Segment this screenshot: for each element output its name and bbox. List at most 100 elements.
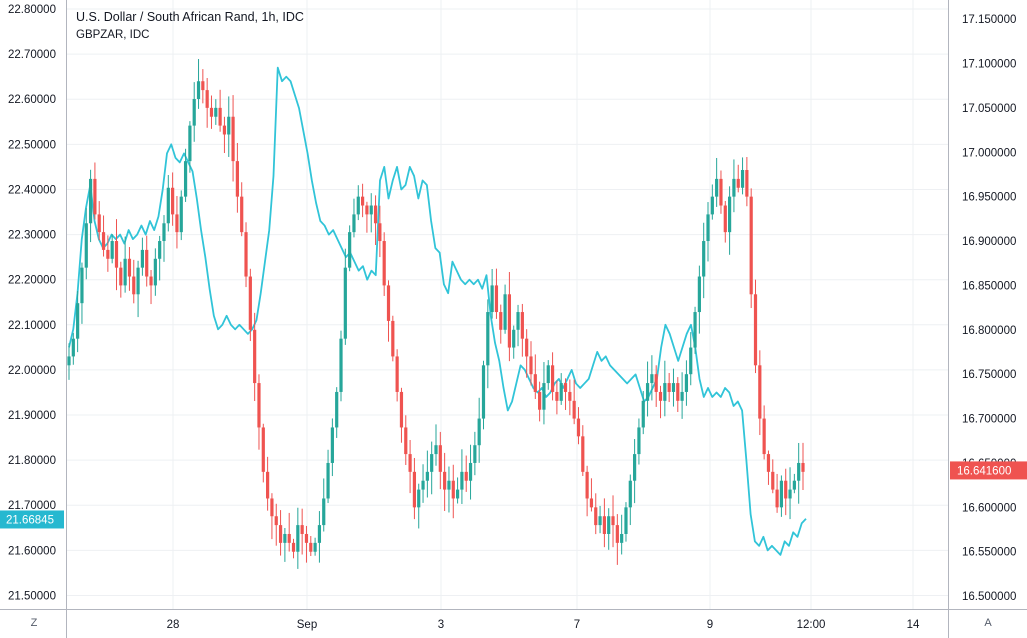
candle [425,450,429,498]
candle [455,477,460,504]
candle [93,162,97,220]
candle [736,164,740,193]
candle [460,449,464,504]
candle [244,222,248,288]
candle [201,69,205,104]
candle [235,142,239,213]
candle [382,232,386,296]
right-tick-label: 16.700000 [962,414,1016,426]
right-tick-label: 16.900000 [962,236,1016,248]
candle [481,360,486,430]
candle [568,379,572,416]
time-tick-label: 7 [574,619,580,631]
candle [278,510,283,556]
legend-compare-symbol[interactable]: GBPZAR, IDC [76,29,149,41]
candle [516,304,520,347]
candle [352,198,356,238]
candle [538,381,542,422]
candle [447,466,451,513]
candle [339,330,343,402]
candle [343,248,347,345]
auto-scale-button-label: A [984,617,992,629]
candle [214,99,218,125]
left-price-axis[interactable]: 21.50000 21.60000 21.70000 21.80000 21.90000… [8,4,56,602]
candle [188,121,192,173]
candle [615,514,619,565]
candle [710,184,714,220]
candle [192,82,196,142]
candle [797,442,801,504]
candle [80,262,84,324]
usdzar-candles-layer [67,59,805,569]
left-scale-button-label: Z [31,617,38,629]
left-tick-label: 22.70000 [8,49,56,61]
right-price-axis[interactable]: 16.50000016.55000016.60000016.65000016.7… [962,14,1016,603]
left-tick-label: 22.20000 [8,275,56,287]
candle [602,498,606,548]
candle [572,379,576,425]
candle [663,360,667,417]
candle [205,77,209,128]
time-tick-label: 28 [167,619,180,631]
candle [654,365,658,407]
time-tick-label: 14 [907,619,920,631]
candle [434,424,438,466]
candle [253,312,257,402]
candle [676,377,680,412]
candle [119,261,123,298]
candle [697,265,701,334]
candle [378,205,382,258]
candle [183,148,188,202]
right-scale-button[interactable]: A [976,613,1000,631]
candle [101,215,106,257]
candle [645,361,650,417]
candle [728,186,732,255]
candle [231,95,235,182]
time-axis[interactable]: 28 Sep 3 7 9 12:00 14 [167,619,920,631]
candle [706,202,710,262]
candle [145,235,149,287]
candle [494,268,499,319]
candle [499,304,503,344]
candle [779,475,784,517]
candle [762,405,766,460]
candle [451,464,455,519]
candle [641,391,645,435]
candle [486,299,490,389]
candle [110,234,114,264]
candle [222,116,227,154]
candle [386,280,391,342]
candle [114,219,119,291]
time-tick-label: 12:00 [797,619,826,631]
candle [127,247,132,291]
candle [391,315,395,362]
right-last-value-badge: 16.641600 [950,461,1027,480]
candle [361,183,365,218]
right-tick-label: 17.100000 [962,58,1016,70]
left-tick-label: 21.60000 [8,545,56,557]
candle [550,352,555,401]
time-tick-label: 3 [438,619,444,631]
candle [270,493,274,540]
candle [261,423,265,483]
candle [784,468,788,516]
candle [408,439,412,494]
gbpzar-line-layer [68,66,807,556]
candle [507,272,511,362]
left-tick-label: 21.70000 [8,500,56,512]
candle [76,290,80,353]
candle [330,418,334,477]
candle [503,284,507,334]
left-scale-button[interactable]: Z [22,613,46,631]
candle [399,387,404,443]
candle [158,235,162,281]
candle [542,362,546,425]
candle [667,372,671,403]
candle [171,172,175,226]
left-last-value-badge: 21.66845 [0,510,64,529]
left-last-value: 21.66845 [6,514,54,526]
candle [412,457,417,520]
candle [132,259,136,304]
legend-main-symbol[interactable]: U.S. Dollar / South African Rand, 1h, ID… [76,10,304,24]
